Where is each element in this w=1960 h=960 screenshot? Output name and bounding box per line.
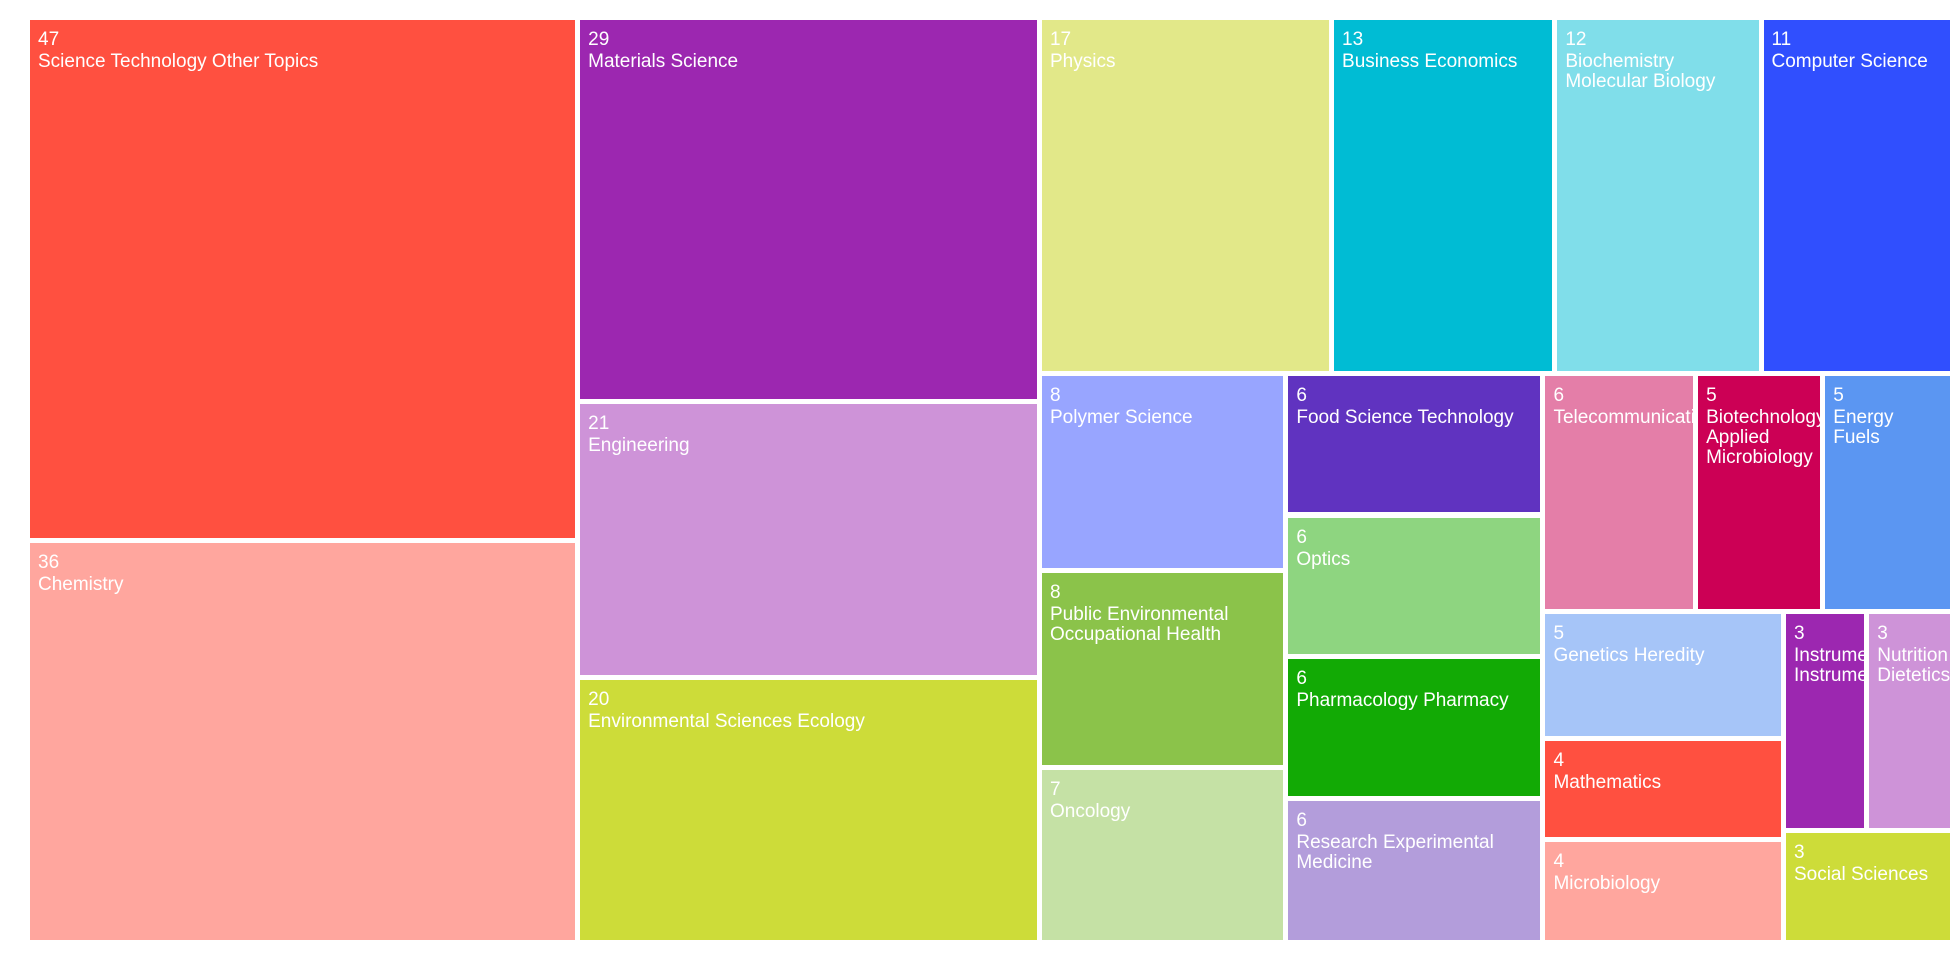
tile: 29 Materials Science [580,20,1037,399]
tile: 5 Energy Fuels [1825,375,1950,610]
tile-value: 11 [1771,29,1792,50]
tile-value: 5 [1833,384,1844,406]
tile: 47 Science Technology Other Topics [30,20,576,539]
tile-label: Mathematics [1553,771,1662,793]
tile-label: Science Technology Other Topics [38,51,319,72]
tile-label: Biotechnology Applied Microbiology [1706,406,1821,468]
tile-label: Physics [1049,51,1116,72]
tile-label: Oncology [1049,801,1131,823]
tile-value: 6 [1296,384,1307,406]
tile-value: 7 [1049,779,1061,801]
tile-label: Materials Science [588,51,739,72]
tile: 6 Pharmacology Pharmacy [1288,659,1541,796]
tile-label: Telecommunications [1553,406,1694,428]
tile-label: Optics [1296,548,1351,570]
tile: 6 Optics [1288,517,1541,655]
tile-value: 20 [588,688,610,710]
tile-value: 13 [1342,29,1364,50]
tile-label: Business Economics [1342,51,1518,72]
tile-value: 6 [1296,668,1307,690]
tile: 12 Biochemistry Molecular Biology [1557,20,1759,371]
tile-label: Public Environmental Occupational Health [1049,603,1229,645]
tile-label: Energy Fuels [1833,406,1894,448]
tile-value: 47 [38,29,60,50]
tile-value: 4 [1553,749,1565,771]
tile-label: Instruments Instrumentation [1793,645,1865,687]
tile: 21 Engineering [580,403,1037,675]
tile: 6 Research Experimental Medicine [1288,800,1541,940]
tile-value: 5 [1553,623,1565,645]
tile-value: 8 [1049,581,1061,603]
tile-value: 6 [1553,384,1565,406]
tile-value: 12 [1565,29,1587,50]
tile: 3 Social Sciences [1785,833,1950,940]
tile-value: 6 [1296,526,1307,548]
tile: 4 Mathematics [1545,740,1781,837]
tile-value: 8 [1049,384,1061,406]
tile-value: 6 [1296,809,1307,831]
tile: 3Instruments Instrumentation [1785,614,1865,829]
tile: 5 Genetics Heredity [1545,614,1781,736]
tile: 17 Physics [1041,20,1330,371]
tile-value: 17 [1049,29,1072,50]
tile-value: 36 [38,552,60,574]
tile: 13 Business Economics [1334,20,1553,371]
tile: 8 Polymer Science [1041,375,1284,568]
tile: 11 Computer Science [1763,20,1950,371]
tile: 8 Public Environmental Occupational Healt… [1041,572,1284,766]
tile: 3 Nutrition Dietetics [1869,614,1950,829]
tile: 7 Oncology [1041,770,1284,940]
tile-label: Social Sciences [1793,864,1929,886]
tile-label: Food Science Technology [1296,406,1514,428]
tile: 6 Food Science Technology [1288,375,1541,513]
tile: 5 Biotechnology Applied Microbiology [1698,375,1821,610]
tile-value: 3 [1793,842,1805,864]
tile-value: 21 [588,412,610,434]
tile-label: Biochemistry Molecular Biology [1565,51,1716,92]
tile-value: 29 [588,29,610,50]
tile-label: Chemistry [38,574,124,596]
tile: 6Telecommunications [1545,375,1694,610]
tile: 20 Environmental Sciences Ecology [580,679,1037,940]
tile: 36 Chemistry [30,543,576,940]
tile-label: Nutrition Dietetics [1877,645,1950,687]
tile-label: Engineering [588,434,690,456]
tile-label: Genetics Heredity [1553,645,1705,667]
tile-label: Microbiology [1553,872,1661,894]
tile-label: Polymer Science [1049,406,1193,428]
tile-value: 3 [1877,623,1888,645]
tile-label: Pharmacology Pharmacy [1296,690,1509,712]
tile-label: Environmental Sciences Ecology [588,710,865,732]
tile-value: 4 [1553,850,1565,872]
tile-label: Computer Science [1771,51,1928,72]
tile: 4 Microbiology [1545,841,1781,940]
tile-value: 3 [1793,623,1805,645]
tile-value: 5 [1706,384,1717,406]
tile-label: Research Experimental Medicine [1296,831,1494,873]
